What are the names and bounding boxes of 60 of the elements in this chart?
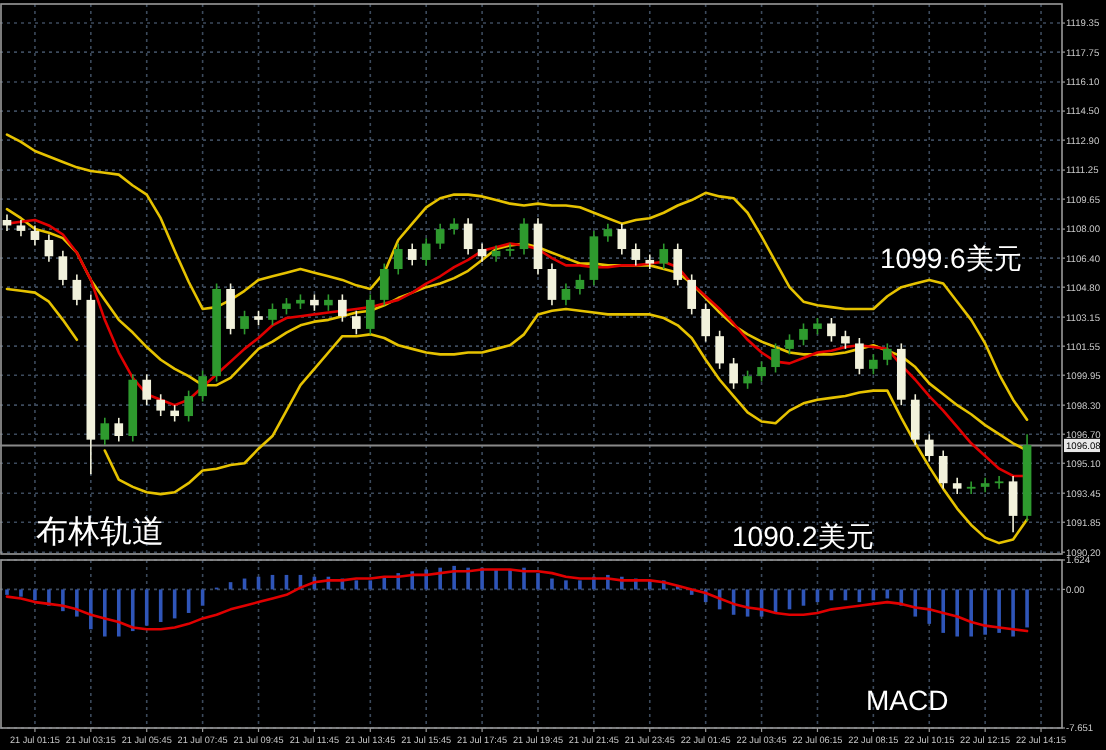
candlestick: [994, 475, 1004, 490]
annotation: 1090.2美元: [732, 520, 874, 552]
candlestick: [743, 369, 752, 390]
candlestick: [505, 242, 515, 258]
candlestick: [757, 360, 766, 383]
candlestick: [561, 282, 571, 307]
candlestick: [575, 273, 585, 296]
candlestick: [421, 237, 431, 267]
candlestick: [855, 337, 864, 376]
annotation: 1099.6美元: [880, 242, 1022, 274]
candlestick: [114, 417, 124, 443]
candlestick: [72, 273, 82, 307]
candlestick: [142, 373, 152, 406]
candlestick: [226, 282, 235, 336]
candlestick: [841, 329, 850, 350]
candlestick: [938, 449, 948, 490]
candlestick: [379, 262, 389, 307]
line-series: [5, 133, 1029, 421]
candlestick: [673, 242, 683, 287]
annotation: 布林轨道: [36, 514, 164, 550]
candlestick: [407, 242, 417, 267]
candlestick: [519, 217, 529, 256]
candlestick: [687, 273, 697, 316]
candlestick: [645, 253, 655, 270]
candlestick: [240, 309, 249, 336]
candlestick: [393, 242, 403, 276]
candlestick: [883, 342, 892, 367]
candlestick: [966, 480, 976, 495]
candlestick: [659, 242, 669, 270]
candlestick: [463, 217, 473, 256]
candlestick: [268, 302, 277, 327]
candlestick: [910, 393, 920, 446]
annotation: MACD: [866, 684, 949, 716]
candlestick: [715, 329, 724, 370]
candlestick: [156, 393, 166, 417]
candlestick: [631, 242, 641, 267]
candlestick: [701, 302, 710, 343]
candlestick: [799, 322, 808, 347]
candlestick: [184, 389, 193, 423]
candlestick: [365, 293, 375, 336]
candlestick: [924, 433, 934, 463]
candlestick: [198, 369, 207, 403]
candlestick: [30, 224, 40, 247]
candlestick: [44, 233, 54, 263]
candlestick: [729, 357, 738, 390]
candlestick: [547, 262, 557, 307]
candlestick: [58, 250, 68, 287]
candlestick: [100, 417, 110, 446]
line-series: [5, 568, 1029, 633]
candlestick: [617, 222, 627, 256]
candlestick: [771, 342, 780, 374]
candlestick: [352, 309, 361, 336]
candlestick: [869, 353, 878, 376]
candlestick: [589, 230, 599, 287]
candlestick: [435, 222, 445, 250]
candlestick: [827, 317, 836, 343]
candlestick: [338, 293, 347, 323]
candlestick: [1008, 475, 1018, 534]
candlestick: [785, 333, 794, 356]
candlestick: [533, 217, 543, 276]
